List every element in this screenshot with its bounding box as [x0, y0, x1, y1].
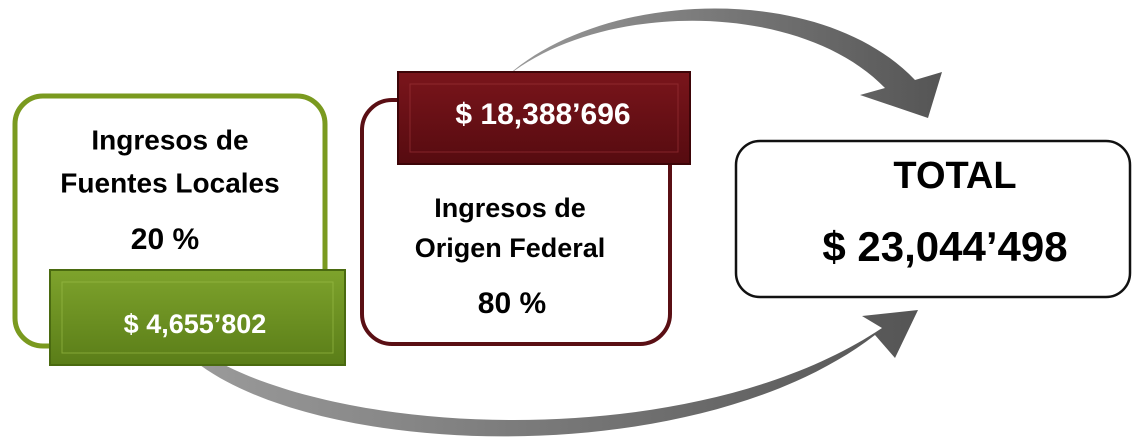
federal-percent: 80 % — [478, 287, 546, 320]
local-title: Fuentes Locales — [60, 167, 279, 198]
federal-amount-box — [397, 71, 691, 165]
local-amount-box — [49, 269, 346, 366]
bevel — [409, 83, 679, 153]
total-box — [734, 139, 1132, 299]
local-amount: $ 4,655’802 — [124, 309, 267, 339]
total-label: TOTAL — [893, 155, 1016, 197]
federal-title: Ingresos de — [434, 193, 586, 223]
local-title: Ingresos de — [91, 124, 248, 155]
federal-title: Origen Federal — [415, 233, 606, 263]
federal-amount: $ 18,388’696 — [455, 98, 630, 131]
local-percent: 20 % — [131, 223, 199, 256]
bevel — [61, 281, 334, 354]
arrow-top — [505, 8, 942, 118]
total-amount: $ 23,044’498 — [822, 223, 1067, 270]
